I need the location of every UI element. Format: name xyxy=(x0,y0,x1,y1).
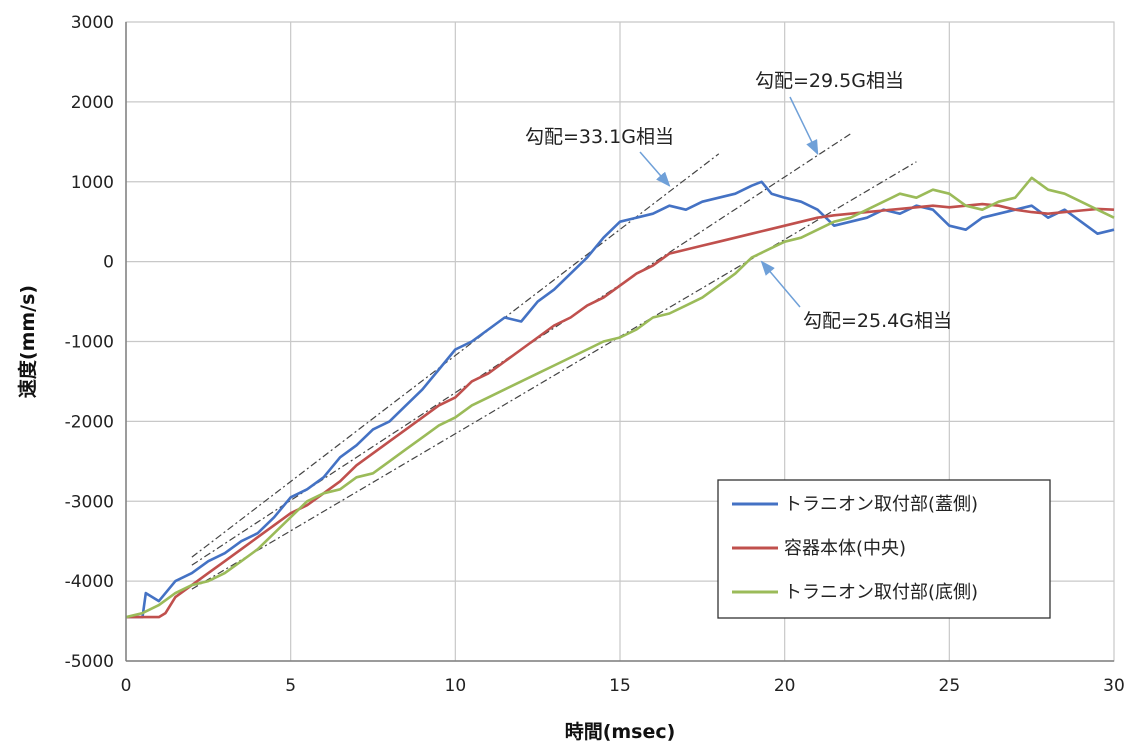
y-tick-label: -5000 xyxy=(65,652,114,672)
annotation-arrow xyxy=(639,151,671,187)
x-tick-label: 5 xyxy=(285,676,296,696)
gradient-annotation-label: 勾配=25.4G相当 xyxy=(803,310,952,332)
series-line xyxy=(125,176,1115,619)
legend-label: トラニオン取付部(蓋側) xyxy=(784,494,978,515)
x-tick-label: 25 xyxy=(939,676,961,696)
y-tick-label: 3000 xyxy=(71,13,114,33)
y-tick-label: -1000 xyxy=(65,333,114,353)
y-tick-label: 0 xyxy=(103,253,114,273)
legend: トラニオン取付部(蓋側) 容器本体(中央) トラニオン取付部(底側) xyxy=(717,479,1051,619)
x-tick-label: 30 xyxy=(1103,676,1125,696)
x-tick-label: 0 xyxy=(121,676,132,696)
y-tick-label: 2000 xyxy=(71,93,114,113)
legend-label: トラニオン取付部(底側) xyxy=(784,582,978,603)
series-lines xyxy=(125,176,1115,619)
annotation-arrow xyxy=(760,260,801,308)
gradient-fit-line xyxy=(191,153,720,558)
gradient-annotation-label: 勾配=29.5G相当 xyxy=(755,70,904,92)
x-tick-label: 10 xyxy=(445,676,467,696)
y-tick-label: -3000 xyxy=(65,492,114,512)
x-tick-label: 15 xyxy=(609,676,631,696)
y-tick-label: -4000 xyxy=(65,572,114,592)
gradient-fit-line xyxy=(191,161,917,590)
series-line xyxy=(126,180,1115,619)
axes: 0 5 10 15 20 25 30 3000 2000 1000 0 -1000 -2000 -3000… xyxy=(65,13,1125,696)
x-axis-title: 時間(msec) xyxy=(565,721,676,743)
legend-label: 容器本体(中央) xyxy=(784,538,906,559)
series-line xyxy=(126,202,1115,619)
gradient-annotation-label: 勾配=33.1G相当 xyxy=(525,126,674,148)
y-tick-label: 1000 xyxy=(71,173,114,193)
y-axis-title: 速度(mm/s) xyxy=(16,285,39,398)
annotation-arrow xyxy=(789,96,819,156)
y-tick-label: -2000 xyxy=(65,412,114,432)
x-tick-label: 20 xyxy=(774,676,796,696)
